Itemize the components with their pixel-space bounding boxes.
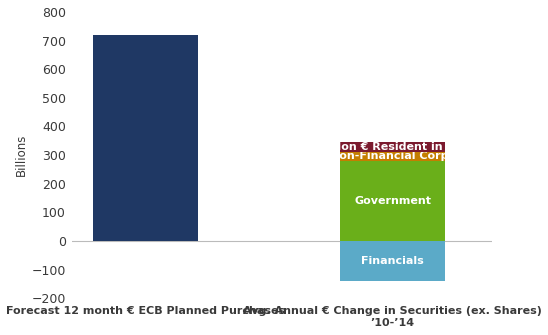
Bar: [93, 35, 198, 241]
Bar: [340, 241, 445, 281]
Bar: [340, 142, 445, 152]
Bar: [340, 161, 445, 241]
Text: Government: Government: [354, 196, 431, 206]
Bar: [340, 152, 445, 161]
Text: Financials: Financials: [361, 256, 424, 266]
Text: Non € Resident in €: Non € Resident in €: [332, 142, 454, 152]
Text: Non-Financial Corps: Non-Financial Corps: [330, 151, 455, 161]
Y-axis label: Billions: Billions: [14, 134, 27, 176]
